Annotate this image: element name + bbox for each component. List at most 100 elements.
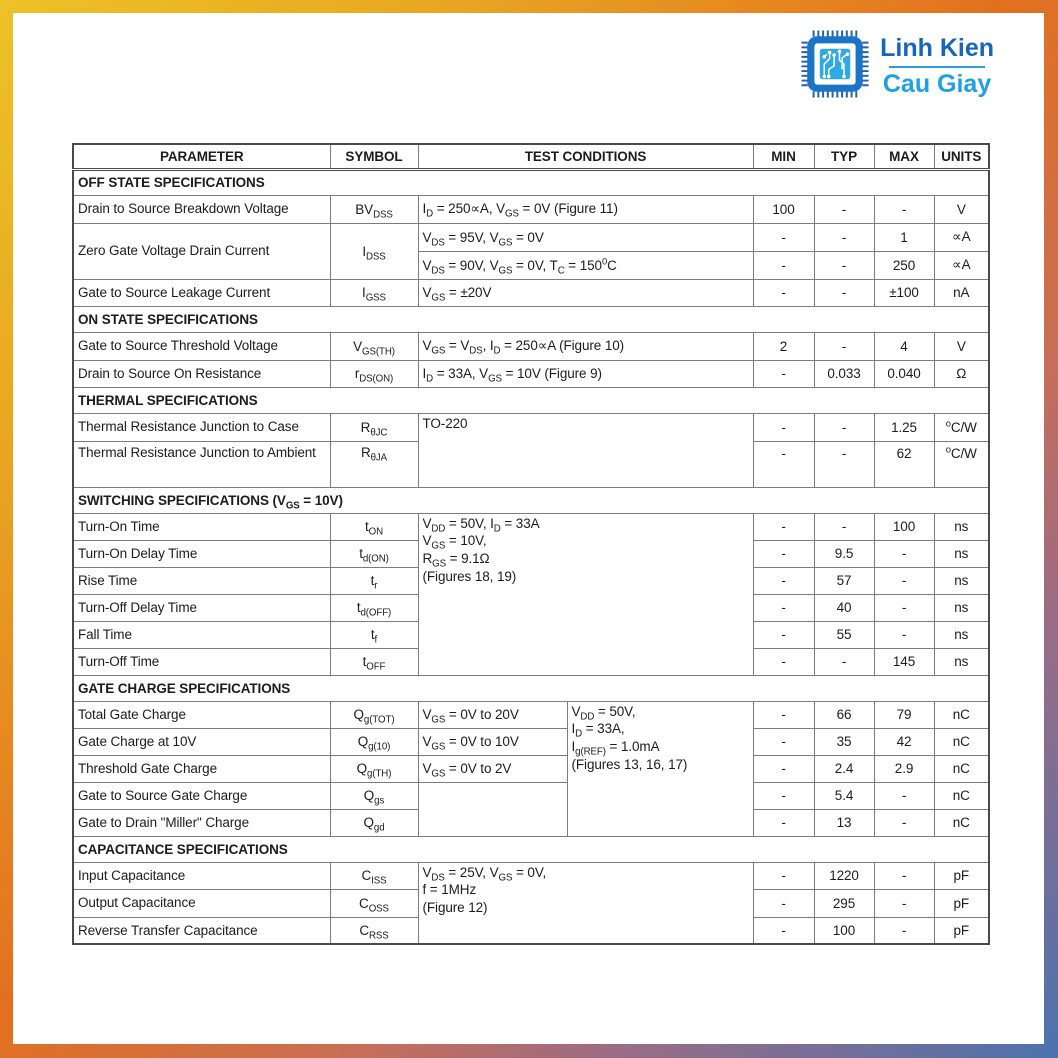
units-cell: ns	[933, 647, 990, 676]
symbol-cell: IGSS	[329, 278, 419, 307]
section-row: OFF STATE SPECIFICATIONS	[72, 168, 990, 196]
section-row: THERMAL SPECIFICATIONS	[72, 386, 990, 414]
min-cell: -	[752, 440, 815, 488]
units-cell: nC	[933, 781, 990, 810]
units-cell: ns	[933, 620, 990, 649]
min-cell: -	[752, 278, 815, 307]
typ-cell: -	[813, 647, 875, 676]
section-row: CAPACITANCE SPECIFICATIONS	[72, 835, 990, 863]
parameter-cell: Thermal Resistance Junction to Case	[72, 412, 331, 442]
section-row: GATE CHARGE SPECIFICATIONS	[72, 674, 990, 702]
symbol-cell: Qgd	[329, 808, 419, 837]
brand-name: Linh Kien Cau Giay	[880, 33, 994, 99]
table-row: Drain to Source Breakdown Voltage BVDSS …	[72, 194, 990, 224]
brand-name-line1: Linh Kien	[880, 33, 994, 62]
symbol-cell: RθJC	[329, 412, 419, 442]
max-cell: -	[873, 781, 935, 810]
symbol-cell: RθJA	[329, 440, 419, 488]
parameter-cell: Gate to Source Threshold Voltage	[72, 331, 331, 361]
symbol-cell: tr	[329, 566, 419, 595]
symbol-cell: td(OFF)	[329, 593, 419, 622]
units-cell: ns	[933, 512, 990, 541]
section-title: CAPACITANCE SPECIFICATIONS	[72, 835, 990, 863]
page-content: Linh Kien Cau Giay PARAMETER SYMBOL TEST…	[13, 13, 1044, 1044]
conditions-cell: TO-220	[417, 412, 754, 488]
max-cell: 145	[873, 647, 935, 676]
max-cell: 100	[873, 512, 935, 541]
units-cell: Ω	[933, 359, 990, 388]
column-header-units: UNITS	[933, 143, 990, 171]
units-cell: nC	[933, 754, 990, 783]
symbol-cell: CRSS	[329, 916, 419, 945]
max-cell: -	[873, 593, 935, 622]
table-row: Gate to Source Gate Charge Qgs - 5.4 - n…	[72, 781, 990, 837]
column-header-parameter: PARAMETER	[72, 143, 331, 171]
min-cell: -	[752, 512, 815, 541]
min-cell: -	[752, 808, 815, 837]
typ-cell: -	[813, 331, 875, 361]
symbol-cell: BVDSS	[329, 194, 419, 224]
min-cell: -	[752, 861, 815, 890]
min-cell: -	[752, 359, 815, 388]
units-cell: ns	[933, 593, 990, 622]
parameter-cell: Turn-Off Delay Time	[72, 593, 331, 622]
parameter-cell: Drain to Source Breakdown Voltage	[72, 194, 331, 224]
typ-cell: 0.033	[813, 359, 875, 388]
conditions-cell: VDD = 50V, ID = 33A VGS = 10V, RGS = 9.1…	[417, 512, 754, 676]
max-cell: 0.040	[873, 359, 935, 388]
column-header-test-conditions: TEST CONDITIONS	[417, 143, 754, 171]
typ-cell: -	[813, 250, 875, 280]
typ-cell: -	[813, 194, 875, 224]
typ-cell: 100	[813, 916, 875, 945]
table-header-row: PARAMETER SYMBOL TEST CONDITIONS MIN TYP…	[72, 143, 990, 171]
parameter-cell: Gate Charge at 10V	[72, 727, 331, 756]
symbol-cell: Qg(10)	[329, 727, 419, 756]
typ-cell: 5.4	[813, 781, 875, 810]
table-row: Drain to Source On Resistance rDS(ON) ID…	[72, 359, 990, 388]
units-cell: oC/W	[933, 412, 990, 442]
table-row: Total Gate Charge Qg(TOT) VGS = 0V to 20…	[72, 700, 990, 837]
table-row: Gate to Source Threshold Voltage VGS(TH)…	[72, 331, 990, 361]
typ-cell: 13	[813, 808, 875, 837]
parameter-cell: Turn-On Time	[72, 512, 331, 541]
section-row: SWITCHING SPECIFICATIONS (VGS = 10V)	[72, 486, 990, 514]
units-cell: pF	[933, 861, 990, 890]
max-cell: -	[873, 194, 935, 224]
section-title: GATE CHARGE SPECIFICATIONS	[72, 674, 990, 702]
typ-cell: -	[813, 222, 875, 252]
parameter-cell: Thermal Resistance Junction to Ambient	[72, 440, 331, 488]
parameter-cell: Gate to Drain "Miller" Charge	[72, 808, 331, 837]
min-cell: -	[752, 412, 815, 442]
conditions-cell: VDS = 95V, VGS = 0V	[417, 222, 754, 252]
typ-cell: 1220	[813, 861, 875, 890]
conditions-cell	[417, 781, 568, 837]
parameter-cell: Threshold Gate Charge	[72, 754, 331, 783]
section-row: ON STATE SPECIFICATIONS	[72, 305, 990, 333]
max-cell: -	[873, 861, 935, 890]
conditions-cell: VGS = 0V to 20V	[417, 700, 568, 729]
conditions-cell: VDD = 50V, ID = 33A, Ig(REF) = 1.0mA (Fi…	[566, 700, 754, 837]
parameter-cell: Drain to Source On Resistance	[72, 359, 331, 388]
section-title: ON STATE SPECIFICATIONS	[72, 305, 990, 333]
spec-table-wrap: PARAMETER SYMBOL TEST CONDITIONS MIN TYP…	[72, 143, 991, 945]
table-row: Gate to Drain "Miller" Charge Qgd - 13 -…	[72, 808, 990, 837]
units-cell: pF	[933, 888, 990, 918]
typ-cell: 35	[813, 727, 875, 756]
units-cell: nC	[933, 700, 990, 729]
symbol-cell: td(ON)	[329, 539, 419, 568]
max-cell: 2.9	[873, 754, 935, 783]
min-cell: -	[752, 566, 815, 595]
max-cell: -	[873, 539, 935, 568]
min-cell: -	[752, 700, 815, 729]
typ-cell: 66	[813, 700, 875, 729]
section-title: THERMAL SPECIFICATIONS	[72, 386, 990, 414]
parameter-cell: Gate to Source Leakage Current	[72, 278, 331, 307]
parameter-cell: Fall Time	[72, 620, 331, 649]
typ-cell: 55	[813, 620, 875, 649]
table-row: Input Capacitance CISS VDS = 25V, VGS = …	[72, 861, 990, 945]
units-cell: oC/W	[933, 440, 990, 488]
symbol-cell: tOFF	[329, 647, 419, 676]
parameter-cell: Turn-On Delay Time	[72, 539, 331, 568]
units-cell: ns	[933, 566, 990, 595]
